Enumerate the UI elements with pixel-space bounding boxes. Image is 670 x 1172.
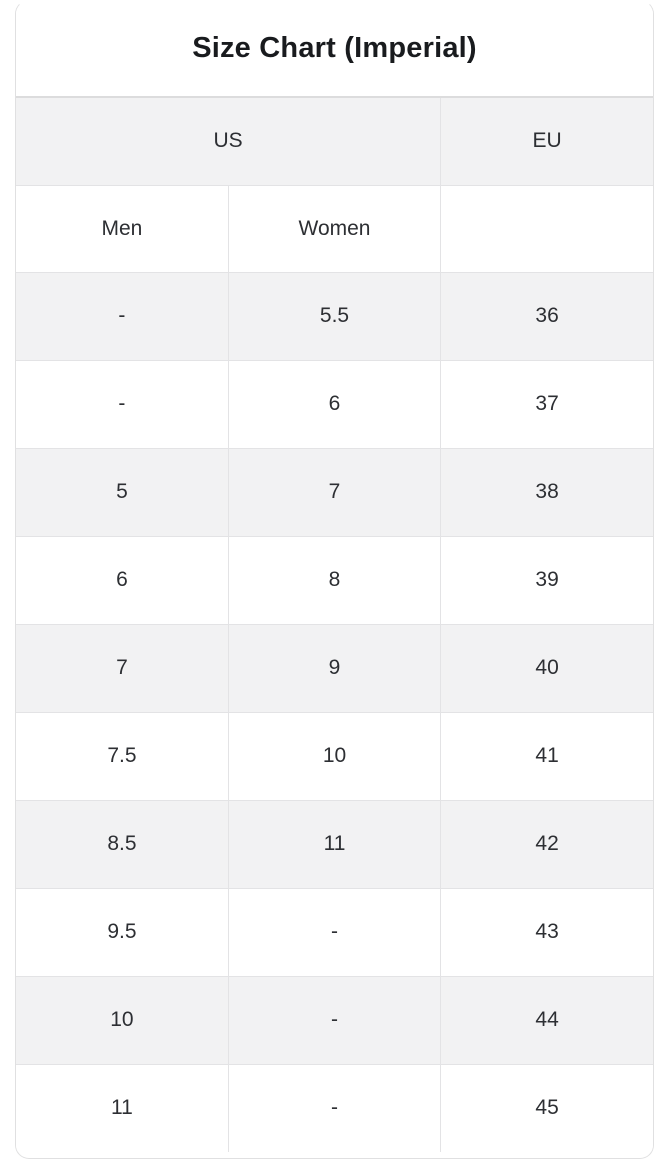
- cell-us-men: 6: [16, 535, 229, 625]
- cell-eu: 41: [440, 711, 653, 801]
- cell-us-women: -: [227, 887, 442, 977]
- table-row: 10 - 44: [16, 975, 653, 1065]
- cell-eu: 40: [440, 623, 653, 713]
- cell-us-women: 11: [227, 799, 442, 889]
- cell-eu: 37: [440, 359, 653, 449]
- cell-eu: 42: [440, 799, 653, 889]
- cell-us-women: 6: [227, 359, 442, 449]
- cell-us-women: 8: [227, 535, 442, 625]
- cell-us-men: 8.5: [16, 799, 229, 889]
- header-eu-cell: EU: [440, 98, 653, 186]
- cell-eu: 36: [440, 271, 653, 361]
- cell-us-men: 5: [16, 447, 229, 537]
- table-row: 7 9 40: [16, 623, 653, 713]
- cell-eu: 38: [440, 447, 653, 537]
- table-row: 6 8 39: [16, 535, 653, 625]
- cell-us-women: -: [227, 975, 442, 1065]
- cell-eu: 44: [440, 975, 653, 1065]
- table-row: - 6 37: [16, 359, 653, 449]
- cell-us-men: 9.5: [16, 887, 229, 977]
- cell-eu: 43: [440, 887, 653, 977]
- cell-us-women: 7: [227, 447, 442, 537]
- cell-us-women: -: [227, 1063, 442, 1152]
- header-women-cell: Women: [227, 184, 442, 273]
- table-row: 5 7 38: [16, 447, 653, 537]
- table-group-header-row: US EU: [16, 98, 653, 186]
- size-chart-card: Size Chart (Imperial) US EU Men Women - …: [15, 0, 654, 1159]
- table-sub-header-row: Men Women: [16, 184, 653, 273]
- size-chart-title: Size Chart (Imperial): [16, 1, 653, 98]
- table-row: 9.5 - 43: [16, 887, 653, 977]
- table-row: 11 - 45: [16, 1063, 653, 1152]
- cell-us-men: 7: [16, 623, 229, 713]
- table-row: 7.5 10 41: [16, 711, 653, 801]
- table-row: 8.5 11 42: [16, 799, 653, 889]
- cell-us-women: 5.5: [227, 271, 442, 361]
- cell-eu: 39: [440, 535, 653, 625]
- header-men-cell: Men: [16, 184, 229, 273]
- cell-eu: 45: [440, 1063, 653, 1152]
- header-empty-cell: [440, 184, 653, 273]
- cell-us-men: 11: [16, 1063, 229, 1152]
- cell-us-women: 10: [227, 711, 442, 801]
- cell-us-men: -: [16, 359, 229, 449]
- size-chart-table: US EU Men Women - 5.5 36 - 6 37 5 7: [16, 98, 653, 1152]
- cell-us-men: -: [16, 271, 229, 361]
- cell-us-men: 7.5: [16, 711, 229, 801]
- header-us-cell: US: [16, 98, 442, 186]
- table-row: - 5.5 36: [16, 271, 653, 361]
- cell-us-men: 10: [16, 975, 229, 1065]
- cell-us-women: 9: [227, 623, 442, 713]
